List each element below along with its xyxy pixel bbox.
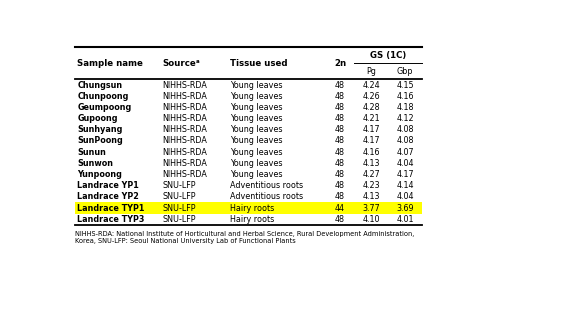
Text: 4.17: 4.17 xyxy=(362,136,380,145)
Text: 4.28: 4.28 xyxy=(362,103,380,112)
Text: 4.15: 4.15 xyxy=(396,80,414,90)
Text: NIHHS-RDA: NIHHS-RDA xyxy=(162,92,207,101)
Text: Young leaves: Young leaves xyxy=(230,114,282,123)
Text: 4.21: 4.21 xyxy=(362,114,380,123)
Text: NIHHS-RDA: National Institute of Horticultural and Herbal Science, Rural Develop: NIHHS-RDA: National Institute of Horticu… xyxy=(75,231,415,244)
Text: Sample name: Sample name xyxy=(77,59,143,68)
Text: Young leaves: Young leaves xyxy=(230,80,282,90)
Text: 4.01: 4.01 xyxy=(396,215,414,224)
Text: Landrace YP2: Landrace YP2 xyxy=(77,193,139,201)
Text: Sunun: Sunun xyxy=(77,148,106,157)
Text: 48: 48 xyxy=(335,114,345,123)
Text: 4.16: 4.16 xyxy=(396,92,414,101)
Text: 48: 48 xyxy=(335,215,345,224)
Text: 48: 48 xyxy=(335,170,345,179)
Text: NIHHS-RDA: NIHHS-RDA xyxy=(162,136,207,145)
Text: 3.69: 3.69 xyxy=(396,203,414,212)
Text: 4.08: 4.08 xyxy=(396,136,414,145)
Text: SNU-LFP: SNU-LFP xyxy=(162,193,196,201)
Text: NIHHS-RDA: NIHHS-RDA xyxy=(162,80,207,90)
Text: 48: 48 xyxy=(335,125,345,134)
Text: 4.13: 4.13 xyxy=(362,159,380,168)
Text: Gupoong: Gupoong xyxy=(77,114,117,123)
Text: 4.07: 4.07 xyxy=(396,148,414,157)
Text: NIHHS-RDA: NIHHS-RDA xyxy=(162,114,207,123)
Text: Sourceᵃ: Sourceᵃ xyxy=(162,59,200,68)
Text: 48: 48 xyxy=(335,159,345,168)
Text: Young leaves: Young leaves xyxy=(230,92,282,101)
Text: 44: 44 xyxy=(335,203,345,212)
Text: Gbp: Gbp xyxy=(397,67,414,76)
Text: 48: 48 xyxy=(335,193,345,201)
Text: Young leaves: Young leaves xyxy=(230,170,282,179)
Text: 4.13: 4.13 xyxy=(362,193,380,201)
Text: Chungsun: Chungsun xyxy=(77,80,123,90)
Text: 2n: 2n xyxy=(334,59,346,68)
Text: 4.14: 4.14 xyxy=(396,181,414,190)
Text: 48: 48 xyxy=(335,148,345,157)
Text: Young leaves: Young leaves xyxy=(230,148,282,157)
Text: SNU-LFP: SNU-LFP xyxy=(162,215,196,224)
Text: SNU-LFP: SNU-LFP xyxy=(162,203,196,212)
Text: 4.04: 4.04 xyxy=(396,159,414,168)
Text: NIHHS-RDA: NIHHS-RDA xyxy=(162,159,207,168)
Text: Tissue used: Tissue used xyxy=(230,59,287,68)
Text: 48: 48 xyxy=(335,92,345,101)
Text: Adventitious roots: Adventitious roots xyxy=(230,181,303,190)
Text: SNU-LFP: SNU-LFP xyxy=(162,181,196,190)
Text: Hairy roots: Hairy roots xyxy=(230,203,274,212)
Text: NIHHS-RDA: NIHHS-RDA xyxy=(162,125,207,134)
Text: 48: 48 xyxy=(335,136,345,145)
Text: NIHHS-RDA: NIHHS-RDA xyxy=(162,103,207,112)
Text: Young leaves: Young leaves xyxy=(230,125,282,134)
Text: NIHHS-RDA: NIHHS-RDA xyxy=(162,170,207,179)
Text: GS (1C): GS (1C) xyxy=(370,51,406,60)
Text: 4.16: 4.16 xyxy=(362,148,380,157)
Text: Pg: Pg xyxy=(366,67,376,76)
Text: 48: 48 xyxy=(335,181,345,190)
Text: 4.12: 4.12 xyxy=(396,114,414,123)
Text: Chunpoong: Chunpoong xyxy=(77,92,129,101)
Text: 4.18: 4.18 xyxy=(396,103,414,112)
Text: 48: 48 xyxy=(335,103,345,112)
Bar xyxy=(75,202,422,214)
Text: 4.17: 4.17 xyxy=(362,125,380,134)
Text: 4.17: 4.17 xyxy=(396,170,414,179)
Text: 4.04: 4.04 xyxy=(396,193,414,201)
Text: Young leaves: Young leaves xyxy=(230,103,282,112)
Text: Landrace TYP3: Landrace TYP3 xyxy=(77,215,144,224)
Text: 48: 48 xyxy=(335,80,345,90)
Text: 3.77: 3.77 xyxy=(362,203,380,212)
Text: Geumpoong: Geumpoong xyxy=(77,103,132,112)
Text: Hairy roots: Hairy roots xyxy=(230,215,274,224)
Text: Adventitious roots: Adventitious roots xyxy=(230,193,303,201)
Text: Sunhyang: Sunhyang xyxy=(77,125,123,134)
Text: 4.26: 4.26 xyxy=(362,92,380,101)
Text: 4.23: 4.23 xyxy=(362,181,380,190)
Text: 4.24: 4.24 xyxy=(362,80,380,90)
Text: Young leaves: Young leaves xyxy=(230,136,282,145)
Text: SunPoong: SunPoong xyxy=(77,136,123,145)
Text: Landrace TYP1: Landrace TYP1 xyxy=(77,203,144,212)
Text: NIHHS-RDA: NIHHS-RDA xyxy=(162,148,207,157)
Text: 4.08: 4.08 xyxy=(396,125,414,134)
Text: Landrace YP1: Landrace YP1 xyxy=(77,181,139,190)
Text: Young leaves: Young leaves xyxy=(230,159,282,168)
Text: 4.27: 4.27 xyxy=(362,170,380,179)
Text: Sunwon: Sunwon xyxy=(77,159,113,168)
Text: 4.10: 4.10 xyxy=(362,215,380,224)
Text: Yunpoong: Yunpoong xyxy=(77,170,122,179)
